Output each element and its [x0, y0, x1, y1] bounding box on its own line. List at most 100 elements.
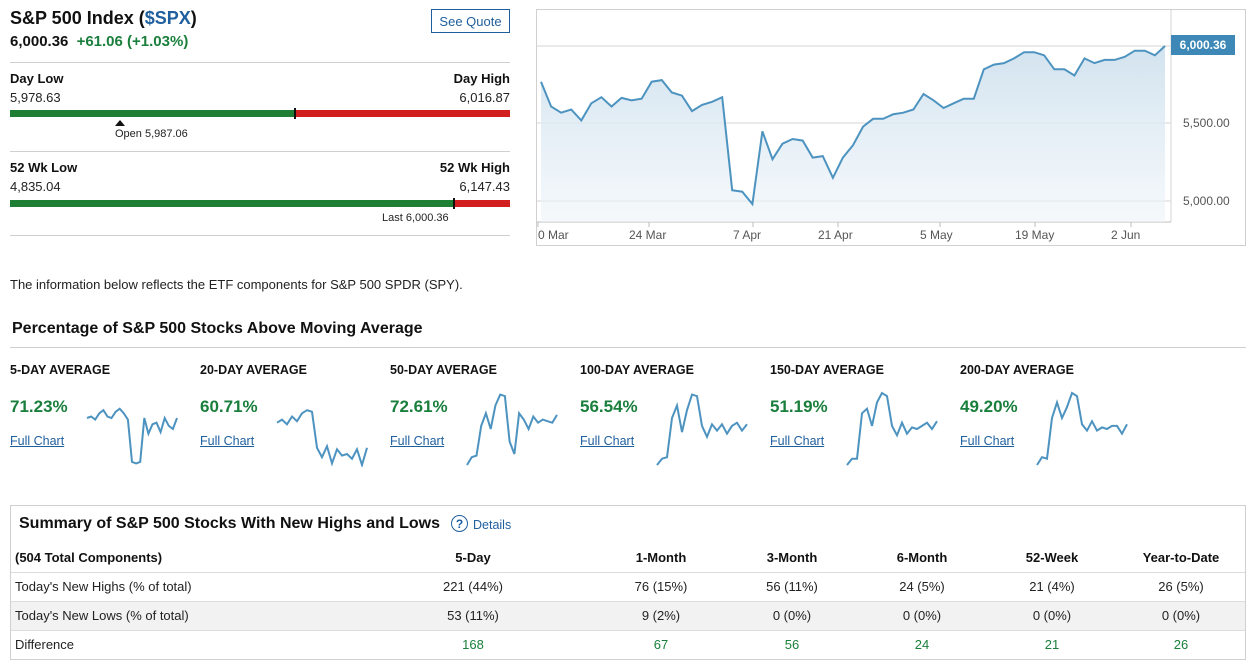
ma-value: 56.54% — [580, 397, 638, 416]
table-cell: 67 — [595, 629, 727, 659]
divider — [10, 235, 510, 236]
week52-range-red — [454, 200, 510, 207]
table-cell: 24 — [857, 629, 987, 659]
x-tick-label: 19 May — [1015, 228, 1054, 242]
week52-range-green — [10, 200, 454, 207]
index-title: S&P 500 Index ($SPX) — [10, 8, 197, 29]
table-cell: 0 (0%) — [987, 600, 1117, 630]
table-row: Today's New Lows (% of total) 53 (11%) 9… — [11, 600, 1245, 630]
current-price-tag: 6,000.36 — [1171, 35, 1235, 55]
summary-table: (504 Total Components) 5-Day 1-Month 3-M… — [11, 543, 1245, 659]
full-chart-link[interactable]: Full Chart — [580, 434, 635, 448]
full-chart-link[interactable]: Full Chart — [200, 434, 255, 448]
x-tick-label: 24 Mar — [629, 228, 666, 242]
full-chart-link[interactable]: Full Chart — [390, 434, 445, 448]
table-cell: 53 (11%) — [351, 600, 595, 630]
see-quote-button[interactable]: See Quote — [431, 9, 510, 33]
table-row: Today's New Highs (% of total) 221 (44%)… — [11, 571, 1245, 601]
ma-value: 72.61% — [390, 397, 448, 416]
index-ticker-link[interactable]: $SPX — [144, 8, 191, 28]
index-price-line: 6,000.36 +61.06 (+1.03%) — [10, 33, 188, 50]
column-header: 1-Month — [635, 549, 687, 565]
index-title-suffix: ) — [190, 8, 197, 28]
price-line — [540, 45, 1166, 207]
ma-sparkline — [86, 407, 178, 465]
table-cell: 26 — [1117, 629, 1245, 659]
sparkline-path — [466, 393, 558, 466]
ma-value: 51.19% — [770, 397, 828, 416]
ma-value: 49.20% — [960, 397, 1018, 416]
ma-card-150-day: 150-DAY AVERAGE 51.19% Full Chart — [770, 363, 950, 466]
x-tick-label: 2 Jun — [1111, 228, 1140, 242]
index-price: 6,000.36 — [10, 33, 69, 50]
index-change: +61.06 (+1.03%) — [76, 33, 189, 50]
summary-panel — [10, 505, 1246, 660]
full-chart-link[interactable]: Full Chart — [770, 434, 825, 448]
x-axis-ticks: 0 Mar 24 Mar 7 Apr 21 Apr 5 May 19 May 2 Jun — [537, 222, 1140, 242]
column-header: 52-Week — [1025, 549, 1079, 565]
column-header: (504 Total Components) — [15, 549, 163, 565]
table-cell: 168 — [351, 629, 595, 659]
ma-sparkline — [1036, 391, 1128, 466]
day-range-current-marker — [294, 108, 296, 119]
sparkline-path — [276, 409, 368, 467]
column-header: 6-Month — [896, 549, 948, 565]
week52-high-label: 52 Wk High — [439, 160, 510, 175]
ma-card-20-day: 20-DAY AVERAGE 60.71% Full Chart — [200, 363, 380, 467]
divider — [10, 347, 1246, 348]
last-note: Last 6,000.36 — [382, 212, 449, 224]
table-cell: 9 (2%) — [595, 600, 727, 630]
column-header: 3-Month — [766, 549, 818, 565]
ma-card-5-day: 5-DAY AVERAGE 71.23% Full Chart — [10, 363, 190, 465]
price-area — [541, 46, 1165, 222]
x-tick-label: 7 Apr — [733, 228, 761, 242]
ma-sparkline — [466, 393, 558, 466]
y-tick-label: 5,000.00 — [1183, 194, 1230, 208]
ma-title: 150-DAY AVERAGE — [770, 363, 884, 377]
full-chart-link[interactable]: Full Chart — [960, 434, 1015, 448]
table-cell: 26 (5%) — [1117, 571, 1245, 601]
column-header: 5-Day — [455, 549, 491, 565]
day-range-green — [10, 110, 295, 117]
open-marker-icon — [115, 120, 125, 126]
x-tick-label: 21 Apr — [818, 228, 853, 242]
full-chart-link[interactable]: Full Chart — [10, 434, 65, 448]
row-label: Today's New Lows (% of total) — [11, 600, 351, 630]
table-cell: 24 (5%) — [857, 571, 987, 601]
sparkline-path — [846, 391, 938, 466]
price-chart: 0 Mar 24 Mar 7 Apr 21 Apr 5 May 19 May 2 Jun 5… — [537, 10, 1230, 242]
ma-value: 60.71% — [200, 397, 258, 416]
table-cell: 21 — [987, 629, 1117, 659]
ma-title: 200-DAY AVERAGE — [960, 363, 1074, 377]
ma-sparkline — [656, 393, 748, 466]
week52-low-label: 52 Wk Low — [10, 160, 78, 175]
divider — [10, 62, 510, 63]
ma-title: 100-DAY AVERAGE — [580, 363, 694, 377]
table-cell: 0 (0%) — [1117, 600, 1245, 630]
ma-title: 50-DAY AVERAGE — [390, 363, 497, 377]
ma-title: 5-DAY AVERAGE — [10, 363, 111, 377]
table-cell: 56 — [727, 629, 857, 659]
x-tick-label: 5 May — [920, 228, 953, 242]
row-label: Today's New Highs (% of total) — [11, 571, 351, 601]
info-text: The information below reflects the ETF c… — [10, 277, 463, 292]
y-tick-label: 5,500.00 — [1183, 116, 1230, 130]
table-cell: 21 (4%) — [987, 571, 1117, 601]
divider — [10, 151, 510, 152]
day-high-value: 6,016.87 — [459, 90, 510, 105]
day-range-bar — [10, 110, 510, 117]
price-chart-panel[interactable]: 0 Mar 24 Mar 7 Apr 21 Apr 5 May 19 May 2 Jun 5… — [536, 9, 1246, 246]
ma-card-100-day: 100-DAY AVERAGE 56.54% Full Chart — [580, 363, 760, 466]
table-cell: 0 (0%) — [857, 600, 987, 630]
day-low-value: 5,978.63 — [10, 90, 61, 105]
table-header-row: (504 Total Components) 5-Day 1-Month 3-M… — [11, 543, 1245, 572]
details-link[interactable]: Details — [473, 518, 512, 532]
table-cell: 0 (0%) — [727, 600, 857, 630]
table-cell: 56 (11%) — [727, 571, 857, 601]
help-icon[interactable]: ? — [451, 515, 468, 532]
moving-average-heading: Percentage of S&P 500 Stocks Above Movin… — [12, 320, 423, 337]
day-low-label: Day Low — [10, 71, 64, 86]
day-range-red — [295, 110, 510, 117]
week52-low-value: 4,835.04 — [10, 179, 61, 194]
table-cell: 221 (44%) — [351, 571, 595, 601]
